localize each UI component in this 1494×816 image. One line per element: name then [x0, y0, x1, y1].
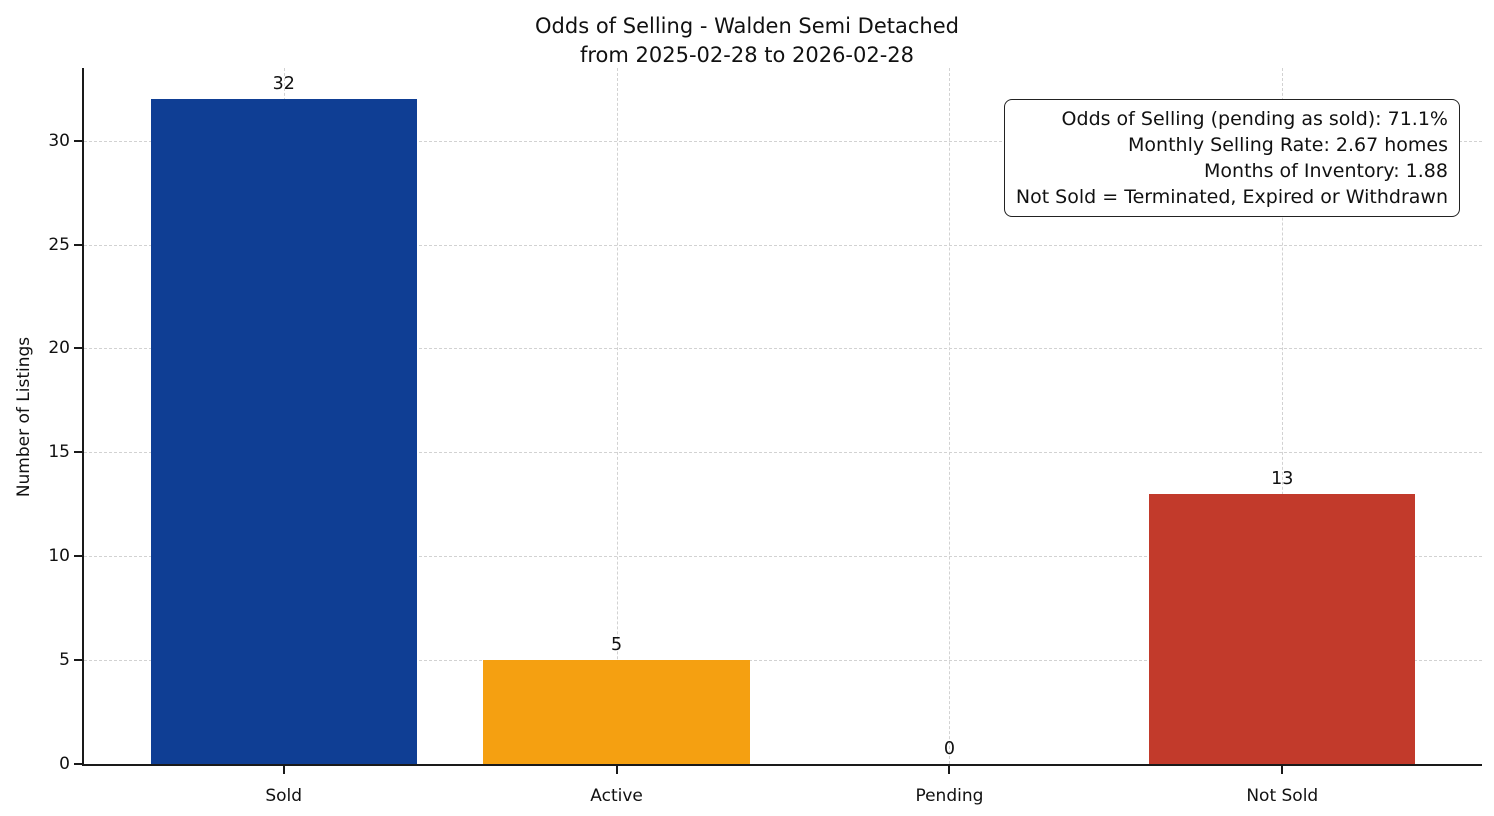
gridline-horizontal — [84, 140, 1482, 142]
gridline-horizontal — [84, 348, 1482, 350]
x-axis-tick — [1281, 766, 1284, 774]
y-tick-label: 20 — [48, 338, 70, 359]
gridline-vertical — [616, 68, 618, 764]
x-tick-label: Active — [590, 786, 643, 806]
annotation-line: Odds of Selling (pending as sold): 71.1% — [1061, 108, 1448, 130]
y-tick-label: 30 — [48, 130, 70, 151]
gridline-vertical — [1282, 68, 1284, 764]
y-tick-label: 10 — [48, 546, 70, 567]
gridline-vertical — [949, 68, 951, 764]
bar-sold — [150, 99, 417, 764]
bar-active — [483, 660, 750, 764]
annotation-line: Months of Inventory: 1.88 — [1204, 160, 1448, 183]
bar-value-label: 32 — [272, 74, 295, 95]
y-tick-label: 25 — [48, 234, 70, 255]
annotation-line: Not Sold = Terminated, Expired or Withdr… — [1015, 186, 1448, 209]
y-tick-label: 0 — [59, 754, 70, 774]
y-axis-tick — [74, 451, 82, 454]
y-tick-label: 15 — [48, 442, 70, 463]
chart-title: Odds of Selling - Walden Semi Detached — [535, 14, 959, 38]
chart-title-block: Odds of Selling - Walden Semi Detached f… — [0, 12, 1494, 69]
y-axis-tick — [74, 243, 82, 246]
y-axis-tick — [74, 659, 82, 662]
gridline-horizontal — [84, 556, 1482, 558]
x-tick-label: Sold — [265, 786, 303, 806]
y-axis-tick — [74, 555, 82, 558]
x-tick-label: Not Sold — [1246, 786, 1319, 806]
gridline-horizontal — [84, 660, 1482, 662]
chart-subtitle: from 2025-02-28 to 2026-02-28 — [579, 42, 915, 67]
plot-area: 0 5 10 15 20 25 30 Sold 32 Active 5 Pending 0 Not Sol… — [48, 68, 1482, 806]
y-axis-label: Number of Listings — [14, 336, 34, 498]
x-axis-tick — [282, 766, 285, 774]
bar-value-label: 13 — [1271, 468, 1294, 489]
y-axis-tick — [74, 139, 82, 142]
y-axis-tick — [74, 347, 82, 350]
bar-value-label: 5 — [610, 635, 623, 656]
annotation-box: Odds of Selling (pending as sold): 71.1%… — [1003, 99, 1460, 218]
gridline-horizontal — [84, 452, 1482, 454]
y-axis-tick — [74, 763, 82, 765]
bar-value-label: 0 — [943, 739, 955, 759]
x-tick-label: Pending — [915, 786, 984, 806]
y-tick-label: 5 — [59, 650, 70, 671]
bar-not-sold — [1149, 493, 1416, 764]
annotation-line: Monthly Selling Rate: 2.67 homes — [1128, 134, 1448, 157]
gridline-horizontal — [84, 244, 1482, 246]
x-axis-tick — [615, 766, 618, 774]
x-axis-tick — [948, 766, 951, 774]
